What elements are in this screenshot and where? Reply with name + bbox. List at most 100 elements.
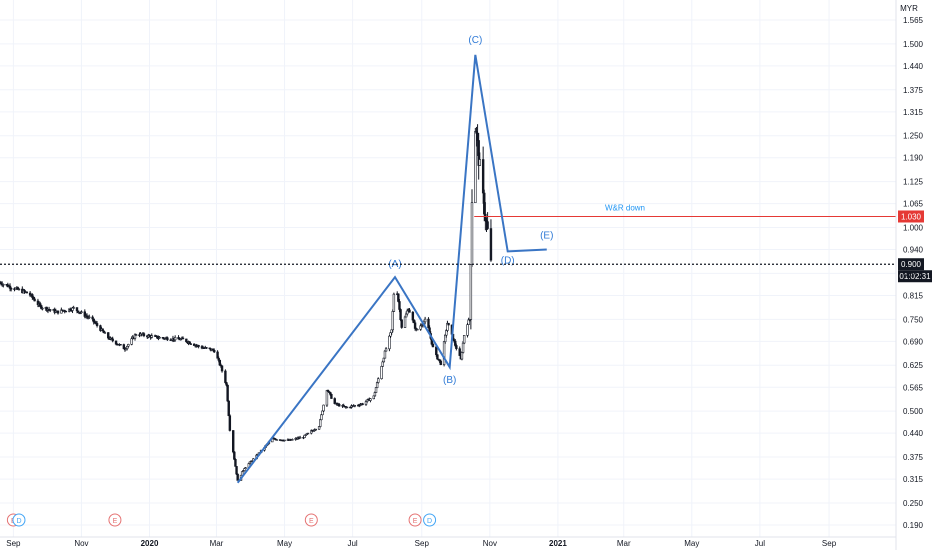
candle-body [2,284,5,286]
candle-body [232,430,235,453]
candle-body [431,343,435,348]
candle-body [322,404,325,412]
candle-body [478,159,482,166]
candle-body [234,459,237,467]
current-price-tag [898,258,924,271]
time-tick-label: Jul [755,539,765,548]
time-tick-label: Mar [210,539,224,548]
candle-body [166,337,169,341]
candle-body [374,387,378,393]
candle-body [88,316,91,319]
event-marker-label: E [113,518,118,525]
level-price-label: 1.030 [901,212,922,221]
candle-body [416,328,419,331]
candle-body [75,307,79,312]
candle-body [173,337,177,341]
countdown-tag [898,270,932,283]
candle-body [244,467,247,469]
current-price-label: 0.900 [901,260,922,269]
candle-body [41,307,44,310]
horizontal-levels[interactable]: W&R down 1.030 [474,203,924,223]
time-tick-label: Mar [617,539,631,548]
candle-body [314,428,317,431]
event-markers[interactable]: EDEEED [6,513,437,527]
candle-body [64,310,68,313]
candle-body [80,311,83,313]
price-tick-label: 0.565 [903,383,924,392]
price-tick-label: 0.815 [903,291,924,300]
time-tick-label: May [684,539,699,548]
candle-body [383,350,387,359]
candle-body [442,341,446,365]
earnings-marker[interactable] [304,513,318,527]
earnings-marker[interactable] [108,513,122,527]
candle-body [306,432,310,435]
candle-body [399,309,402,321]
candle-body [469,264,473,320]
price-tick-label: 1.440 [903,62,924,71]
level-price-tag [898,210,924,223]
candle-body [436,354,439,360]
candle-body [403,316,407,328]
candle-body [189,343,193,345]
price-tick-label: 0.940 [903,246,924,255]
dividend-marker[interactable] [12,513,26,527]
price-tick-label: 0.250 [903,499,924,508]
candle-body [127,344,130,347]
candle-body [150,335,153,338]
price-tick-label: 0.440 [903,429,924,438]
candle-body [72,307,75,309]
candle-body [111,338,114,342]
event-marker-label: E [309,518,314,525]
wave-point-label: (C) [468,35,482,46]
candle-body [406,310,409,315]
candle-body [197,345,200,347]
currency-label: MYR [900,4,918,13]
candle-body [384,348,388,352]
candle-body [462,335,466,344]
candle-body [158,337,161,339]
wave-point-label: (E) [540,231,553,242]
candle-body [134,334,138,336]
candle-body [330,393,333,399]
candle-body [408,309,411,313]
dividend-marker[interactable] [423,513,437,527]
candle-body [380,366,383,380]
candle-body [391,311,394,331]
time-tick-label: May [277,539,292,548]
candle-body [398,301,401,310]
event-marker-label: D [16,518,21,525]
price-tick-label: 1.000 [903,224,924,233]
grid [0,0,896,537]
candle-body [228,415,232,431]
event-marker-label: E [413,518,418,525]
candle-body [49,309,52,311]
price-tick-label: 1.500 [903,40,924,49]
level-name-label: W&R down [605,203,645,212]
countdown-label: 01:02:31 [899,272,931,281]
candle-body [461,342,465,353]
time-tick-label: 2021 [549,539,567,548]
price-tick-label: 1.250 [903,132,924,141]
wave-line[interactable] [236,54,547,484]
price-tick-label: 0.190 [903,521,924,530]
candle-body [381,361,384,367]
price-tick-label: 0.315 [903,475,924,484]
candle-body [227,400,230,417]
price-tick-label: 0.625 [903,361,924,370]
candle-body [236,473,239,481]
price-tick-label: 1.565 [903,16,924,25]
candle-body [338,404,341,407]
price-tick-label: 0.500 [903,407,924,416]
candle-body [25,291,28,294]
candle-body [224,370,227,383]
candle-body [400,319,403,328]
earnings-marker[interactable] [408,513,422,527]
candle-body [466,324,469,336]
candle-body [213,349,216,353]
wave-pattern[interactable]: (A) (B) (C) (D) (E) [236,35,554,484]
candle-body [486,221,489,229]
candle-body [345,406,349,409]
